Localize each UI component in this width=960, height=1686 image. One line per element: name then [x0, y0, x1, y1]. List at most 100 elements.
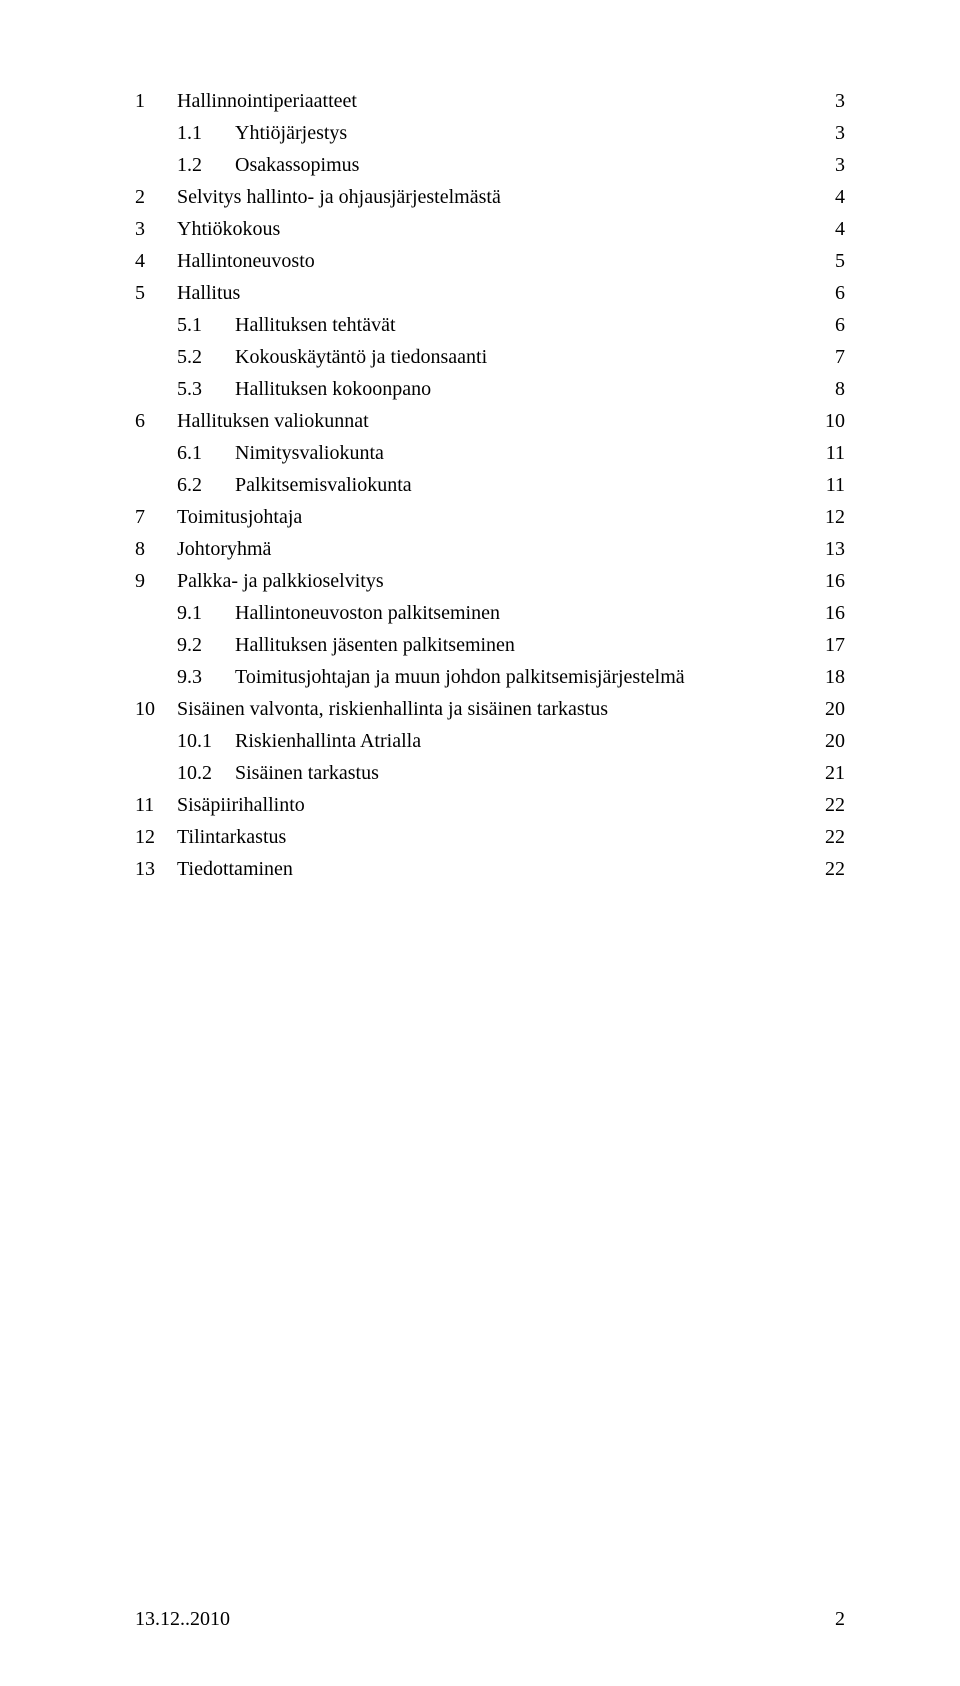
- toc-entry-page: 4: [817, 213, 845, 245]
- toc-entry-number: 3: [135, 213, 177, 245]
- toc-entry-page: 6: [817, 277, 845, 309]
- toc-entry: 13Tiedottaminen22: [135, 853, 845, 885]
- toc-entry-number: 2: [135, 181, 177, 213]
- toc-entry-page: 18: [817, 661, 845, 693]
- toc-entry-page: 4: [817, 181, 845, 213]
- toc-entry-title: Hallintoneuvoston palkitseminen: [235, 597, 500, 629]
- toc-entry-number: 9: [135, 565, 177, 597]
- toc-entry-title: Yhtiöjärjestys: [235, 117, 347, 149]
- toc-entry-title: Riskienhallinta Atrialla: [235, 725, 421, 757]
- toc-entry-page: 5: [817, 245, 845, 277]
- toc-entry-page: 12: [817, 501, 845, 533]
- toc-entry: 6Hallituksen valiokunnat 10: [135, 405, 845, 437]
- footer-date: 13.12..2010: [135, 1608, 230, 1631]
- footer-page-number: 2: [835, 1608, 845, 1631]
- toc-entry-title: Palkitsemisvaliokunta: [235, 469, 412, 501]
- toc-entry-number: 10: [135, 693, 177, 725]
- toc-entry: 6.2Palkitsemisvaliokunta 11: [135, 469, 845, 501]
- toc-entry-title: Hallituksen kokoonpano: [235, 373, 431, 405]
- toc-entry: 9.2Hallituksen jäsenten palkitseminen17: [135, 629, 845, 661]
- table-of-contents: 1Hallinnointiperiaatteet31.1Yhtiöjärjest…: [135, 85, 845, 885]
- toc-entry-page: 22: [817, 853, 845, 885]
- toc-entry-title: Selvitys hallinto- ja ohjausjärjestelmäs…: [177, 181, 501, 213]
- toc-entry: 6.1Nimitysvaliokunta11: [135, 437, 845, 469]
- toc-entry-number: 7: [135, 501, 177, 533]
- toc-entry-number: 11: [135, 789, 177, 821]
- toc-entry: 7Toimitusjohtaja 12: [135, 501, 845, 533]
- toc-entry-title: Toimitusjohtajan ja muun johdon palkitse…: [235, 661, 685, 693]
- toc-entry: 11Sisäpiirihallinto22: [135, 789, 845, 821]
- toc-entry-number: 5.1: [177, 309, 235, 341]
- toc-entry-number: 1.2: [177, 149, 235, 181]
- toc-entry-page: 3: [817, 149, 845, 181]
- toc-entry: 9.1Hallintoneuvoston palkitseminen 16: [135, 597, 845, 629]
- toc-entry-page: 11: [817, 437, 845, 469]
- toc-entry-title: Hallinnointiperiaatteet: [177, 85, 357, 117]
- toc-entry-number: 1.1: [177, 117, 235, 149]
- toc-entry-number: 6.2: [177, 469, 235, 501]
- page-footer: 13.12..2010 2: [135, 1608, 845, 1631]
- toc-entry-page: 20: [817, 725, 845, 757]
- toc-entry-number: 8: [135, 533, 177, 565]
- toc-entry-title: Johtoryhmä: [177, 533, 271, 565]
- toc-entry-title: Sisäpiirihallinto: [177, 789, 305, 821]
- toc-entry: 1.1Yhtiöjärjestys 3: [135, 117, 845, 149]
- toc-entry: 10.1Riskienhallinta Atrialla 20: [135, 725, 845, 757]
- toc-entry: 1.2Osakassopimus 3: [135, 149, 845, 181]
- toc-entry: 3Yhtiökokous4: [135, 213, 845, 245]
- toc-entry-page: 11: [817, 469, 845, 501]
- toc-entry-number: 1: [135, 85, 177, 117]
- toc-entry-title: Osakassopimus: [235, 149, 359, 181]
- toc-entry: 10Sisäinen valvonta, riskienhallinta ja …: [135, 693, 845, 725]
- toc-entry-number: 5.2: [177, 341, 235, 373]
- toc-entry-page: 10: [817, 405, 845, 437]
- toc-entry-title: Sisäinen tarkastus: [235, 757, 379, 789]
- toc-entry-title: Hallitus: [177, 277, 240, 309]
- toc-entry-number: 5.3: [177, 373, 235, 405]
- toc-entry-title: Sisäinen valvonta, riskienhallinta ja si…: [177, 693, 608, 725]
- toc-entry: 10.2Sisäinen tarkastus 21: [135, 757, 845, 789]
- document-page: 1Hallinnointiperiaatteet31.1Yhtiöjärjest…: [0, 0, 960, 1686]
- toc-entry: 5.3Hallituksen kokoonpano 8: [135, 373, 845, 405]
- toc-entry-number: 5: [135, 277, 177, 309]
- toc-entry-page: 7: [817, 341, 845, 373]
- toc-entry-page: 16: [817, 565, 845, 597]
- toc-entry: 9.3Toimitusjohtajan ja muun johdon palki…: [135, 661, 845, 693]
- toc-entry-title: Hallituksen tehtävät: [235, 309, 396, 341]
- toc-entry-title: Kokouskäytäntö ja tiedonsaanti: [235, 341, 487, 373]
- toc-entry-number: 9.1: [177, 597, 235, 629]
- toc-entry-number: 10.2: [177, 757, 235, 789]
- toc-entry-page: 21: [817, 757, 845, 789]
- toc-entry-page: 8: [817, 373, 845, 405]
- toc-entry: 2Selvitys hallinto- ja ohjausjärjestelmä…: [135, 181, 845, 213]
- toc-entry: 9Palkka- ja palkkioselvitys 16: [135, 565, 845, 597]
- toc-entry-page: 3: [817, 85, 845, 117]
- toc-entry-number: 12: [135, 821, 177, 853]
- toc-entry: 8Johtoryhmä 13: [135, 533, 845, 565]
- toc-entry-page: 20: [817, 693, 845, 725]
- toc-entry-page: 17: [817, 629, 845, 661]
- toc-entry-title: Hallituksen valiokunnat: [177, 405, 369, 437]
- toc-entry-title: Tilintarkastus: [177, 821, 286, 853]
- toc-entry-page: 3: [817, 117, 845, 149]
- toc-entry-title: Hallituksen jäsenten palkitseminen: [235, 629, 515, 661]
- toc-entry: 12Tilintarkastus 22: [135, 821, 845, 853]
- toc-entry-page: 16: [817, 597, 845, 629]
- toc-entry-title: Tiedottaminen: [177, 853, 293, 885]
- toc-entry-page: 22: [817, 821, 845, 853]
- toc-entry-page: 13: [817, 533, 845, 565]
- toc-entry: 5Hallitus 6: [135, 277, 845, 309]
- toc-entry: 5.1Hallituksen tehtävät 6: [135, 309, 845, 341]
- toc-entry-number: 6: [135, 405, 177, 437]
- toc-entry: 4Hallintoneuvosto 5: [135, 245, 845, 277]
- toc-entry-title: Nimitysvaliokunta: [235, 437, 384, 469]
- toc-entry-number: 4: [135, 245, 177, 277]
- toc-entry-title: Palkka- ja palkkioselvitys: [177, 565, 384, 597]
- toc-entry-title: Toimitusjohtaja: [177, 501, 302, 533]
- toc-entry-page: 6: [817, 309, 845, 341]
- toc-entry: 1Hallinnointiperiaatteet 3: [135, 85, 845, 117]
- toc-entry-number: 9.3: [177, 661, 235, 693]
- toc-entry-title: Hallintoneuvosto: [177, 245, 315, 277]
- toc-entry: 5.2Kokouskäytäntö ja tiedonsaanti 7: [135, 341, 845, 373]
- toc-entry-number: 10.1: [177, 725, 235, 757]
